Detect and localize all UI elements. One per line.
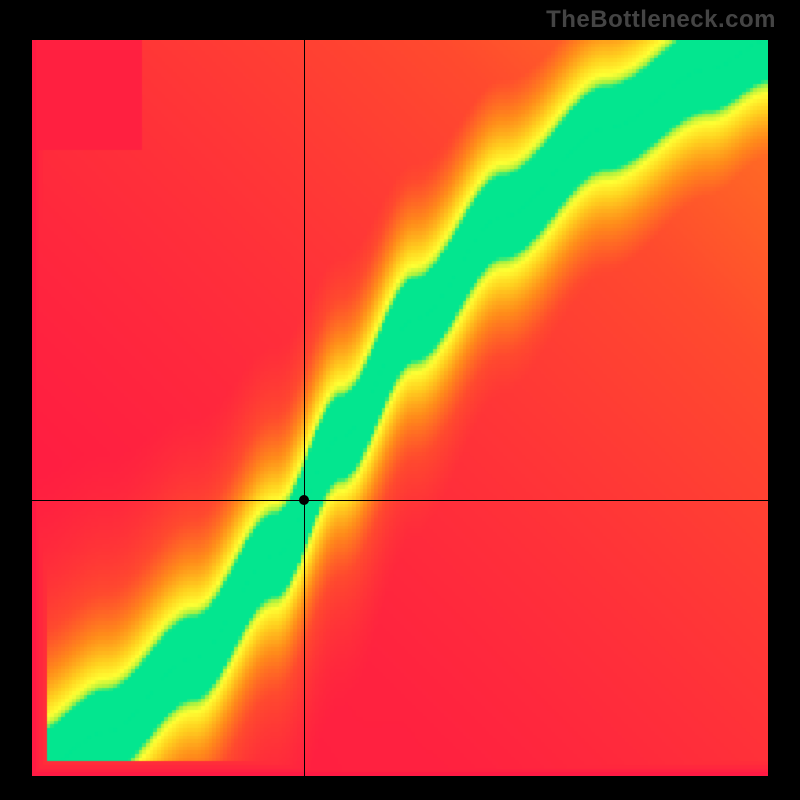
watermark-text: TheBottleneck.com xyxy=(546,6,776,34)
heatmap-canvas xyxy=(32,40,768,776)
page-root: TheBottleneck.com xyxy=(0,0,800,800)
plot-area xyxy=(32,40,768,776)
